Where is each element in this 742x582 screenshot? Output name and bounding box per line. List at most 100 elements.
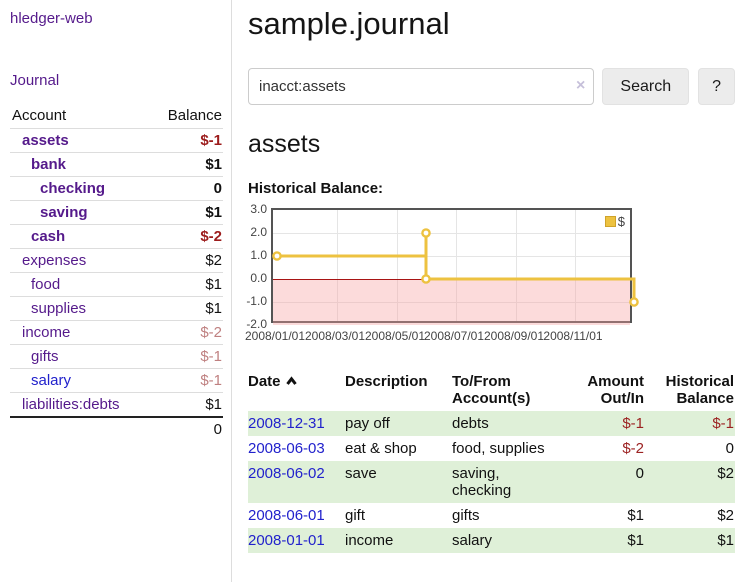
- account-row-saving: saving $1: [10, 200, 223, 225]
- gridline: [273, 256, 630, 257]
- account-link-saving[interactable]: saving: [40, 204, 88, 221]
- transaction-date-link[interactable]: 2008-06-02: [248, 465, 325, 482]
- x-tick-label: 2008/07/01: [423, 329, 485, 343]
- app-title-link[interactable]: hledger-web: [10, 10, 93, 27]
- account-balance: $1: [149, 392, 223, 417]
- account-row-expenses: expenses $2: [10, 248, 223, 273]
- transaction-amount: $-2: [622, 440, 644, 457]
- account-link-assets[interactable]: assets: [22, 132, 69, 149]
- negative-balance-region: [273, 279, 630, 325]
- transaction-balance: $2: [717, 507, 734, 524]
- x-tick-label: 2008/11/01: [543, 329, 603, 343]
- transaction-amount: $1: [627, 532, 644, 549]
- register-row[interactable]: 2008-06-03 eat & shop food, supplies $-2…: [248, 436, 735, 461]
- account-row-bank: bank $1: [10, 152, 223, 177]
- account-link-salary[interactable]: salary: [31, 372, 72, 389]
- register-table: Date Description To/From Account(s) Amou…: [248, 371, 735, 553]
- search-form: × Search ?: [248, 68, 735, 105]
- sort-asc-icon: [285, 373, 298, 390]
- account-row-supplies: supplies $1: [10, 296, 223, 321]
- transaction-description: income: [345, 532, 394, 549]
- x-tick-label: 2008/09/01: [483, 329, 545, 343]
- transaction-description: save: [345, 465, 377, 482]
- transaction-balance: 0: [725, 440, 734, 457]
- account-balance: $1: [149, 296, 223, 321]
- search-input[interactable]: [248, 68, 595, 105]
- register-header-date[interactable]: Date: [248, 371, 345, 411]
- account-balance: $-1: [149, 344, 223, 369]
- account-balance: 0: [149, 176, 223, 201]
- account-link-food[interactable]: food: [31, 276, 61, 293]
- gridline: [273, 302, 630, 303]
- accounts-balance-table: Account Balance assets $-1 bank $1 check…: [10, 104, 223, 441]
- account-link-supplies[interactable]: supplies: [31, 300, 87, 317]
- y-tick-label: 0.0: [250, 271, 267, 285]
- account-row-gifts: gifts $-1: [10, 344, 223, 369]
- account-balance: $1: [149, 152, 223, 177]
- account-balance: $-1: [149, 128, 223, 153]
- historical-balance-chart: 3.0 2.0 1.0 0.0 -1.0 -2.0: [241, 202, 641, 348]
- register-header-accounts: To/From Account(s): [452, 373, 531, 407]
- search-help-button[interactable]: ?: [698, 68, 735, 105]
- gridline: [337, 210, 338, 321]
- account-link-gifts[interactable]: gifts: [31, 348, 59, 365]
- transaction-date-link[interactable]: 2008-01-01: [248, 532, 325, 549]
- account-link-bank[interactable]: bank: [31, 156, 67, 173]
- accounts-total-row: 0: [10, 416, 223, 441]
- transaction-accounts: salary: [452, 532, 493, 549]
- chart-plot-area: $: [271, 208, 639, 325]
- transaction-amount: $-1: [622, 415, 644, 432]
- page-title: sample.journal: [248, 6, 450, 41]
- main-content: sample.journal × Search ? assets Histori…: [245, 0, 735, 553]
- search-button[interactable]: Search: [602, 68, 690, 105]
- account-link-cash[interactable]: cash: [31, 228, 66, 245]
- transaction-date-link[interactable]: 2008-06-01: [248, 507, 325, 524]
- account-balance: $-1: [149, 368, 223, 393]
- transaction-accounts: food, supplies: [452, 440, 545, 457]
- account-row-assets: assets $-1: [10, 128, 223, 153]
- register-row[interactable]: 2008-06-02 save saving, checking 0 $2: [248, 461, 735, 503]
- transaction-accounts: debts: [452, 415, 489, 432]
- sidebar: hledger-web Journal Account Balance asse…: [0, 0, 232, 582]
- x-tick-label: 2008/01/01: [244, 329, 306, 343]
- y-tick-label: 1.0: [250, 248, 267, 262]
- register-row[interactable]: 2008-01-01 income salary $1 $1: [248, 528, 735, 553]
- account-balance: $2: [149, 248, 223, 273]
- transaction-date-link[interactable]: 2008-12-31: [248, 415, 325, 432]
- transaction-amount: $1: [627, 507, 644, 524]
- transaction-balance: $2: [717, 465, 734, 482]
- legend-swatch-dollar: [604, 216, 616, 227]
- account-heading: assets: [248, 130, 321, 158]
- gridline: [456, 210, 457, 321]
- gridline: [397, 210, 398, 321]
- account-link-liabilities-debts[interactable]: liabilities:debts: [22, 396, 120, 413]
- account-row-cash: cash $-2: [10, 224, 223, 249]
- account-link-income[interactable]: income: [22, 324, 71, 341]
- transaction-date-link[interactable]: 2008-06-03: [248, 440, 325, 457]
- account-row-income: income $-2: [10, 320, 223, 345]
- transaction-balance: $1: [717, 532, 734, 549]
- account-row-checking: checking 0: [10, 176, 223, 201]
- account-balance: $-2: [149, 320, 223, 345]
- transaction-accounts: gifts: [452, 507, 480, 524]
- sidebar-item-journal[interactable]: Journal: [10, 72, 60, 89]
- gridline: [273, 233, 630, 234]
- gridline: [575, 210, 576, 321]
- accounts-header-balance: Balance: [167, 107, 222, 124]
- register-row[interactable]: 2008-06-01 gift gifts $1 $2: [248, 503, 735, 528]
- y-tick-label: 2.0: [250, 225, 267, 239]
- clear-search-icon[interactable]: ×: [576, 77, 586, 94]
- legend-label: $: [617, 214, 625, 229]
- account-balance: $-2: [149, 224, 223, 249]
- accounts-total-value: 0: [149, 416, 223, 441]
- register-header-description: Description: [345, 373, 428, 390]
- transaction-amount: 0: [635, 465, 644, 482]
- chart-legend: $: [604, 214, 625, 229]
- account-link-expenses[interactable]: expenses: [22, 252, 87, 269]
- transaction-description: gift: [345, 507, 366, 524]
- y-tick-label: -2.0: [246, 317, 267, 331]
- register-header-row: Date Description To/From Account(s) Amou…: [248, 371, 735, 411]
- transaction-description: eat & shop: [345, 440, 417, 457]
- register-row[interactable]: 2008-12-31 pay off debts $-1 $-1: [248, 411, 735, 436]
- account-link-checking[interactable]: checking: [40, 180, 106, 197]
